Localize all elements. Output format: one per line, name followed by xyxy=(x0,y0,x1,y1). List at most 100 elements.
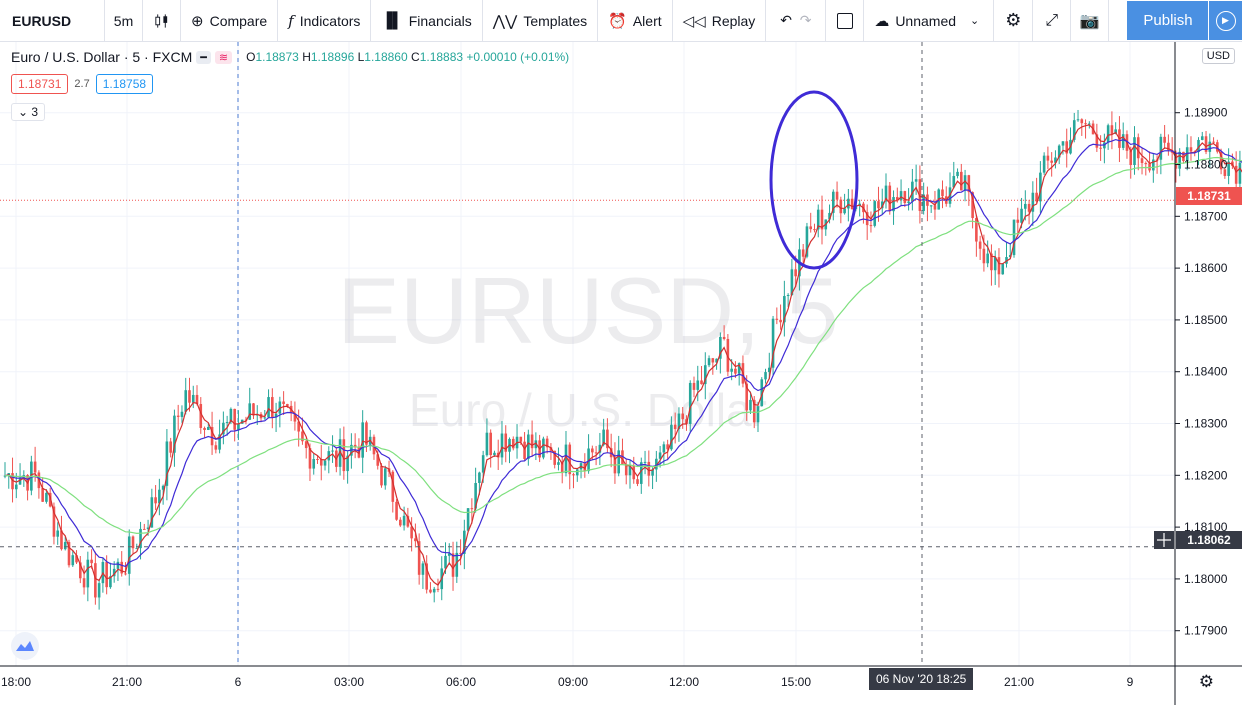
candle-body xyxy=(252,403,255,416)
candle-body xyxy=(169,441,172,453)
candle-body xyxy=(312,459,316,469)
candle-body xyxy=(481,455,485,473)
candle-body xyxy=(745,383,749,411)
candle-body xyxy=(692,382,696,390)
candle-body xyxy=(843,208,846,214)
candle-body xyxy=(436,588,440,590)
bid-button[interactable]: 1.18731 xyxy=(11,74,69,94)
candle-body xyxy=(222,422,225,435)
redo-icon[interactable]: ↷ xyxy=(799,12,812,28)
y-tick-label: 1.18900 xyxy=(1184,106,1228,120)
compare-button[interactable]: ⊕ Compare xyxy=(181,0,279,41)
crosshair-price-label: 1.18062 xyxy=(1176,531,1242,549)
candle-body xyxy=(892,197,895,212)
symbol-search-button[interactable]: EURUSD xyxy=(0,0,105,41)
y-tick-label: 1.18000 xyxy=(1184,572,1228,586)
candle-body xyxy=(105,561,108,588)
candle-body xyxy=(899,191,903,201)
financials-button[interactable]: ▐▌ Financials xyxy=(371,0,483,41)
candle-body xyxy=(990,253,993,271)
candle-body xyxy=(1204,136,1208,152)
candle-body xyxy=(1016,219,1020,223)
candle-body xyxy=(933,205,937,210)
crosshair-time-label: 06 Nov '20 18:25 xyxy=(869,668,974,690)
indicators-toggle[interactable]: ⌄ 3 xyxy=(11,103,46,121)
candle-body xyxy=(662,444,666,453)
chart-options-icon[interactable]: ≋ xyxy=(214,50,233,64)
currency-label[interactable]: USD xyxy=(1201,48,1235,64)
play-button[interactable]: ▶ xyxy=(1208,1,1242,40)
candle-body xyxy=(376,454,380,466)
settings-button[interactable]: ⚙ xyxy=(994,0,1034,41)
candle-body xyxy=(14,484,18,490)
candle-body xyxy=(1148,163,1151,171)
candle-body xyxy=(749,399,752,411)
indicators-button[interactable]: f Indicators xyxy=(278,0,372,41)
candle-body xyxy=(41,488,44,502)
replay-button[interactable]: ◁◁ Replay xyxy=(673,0,767,41)
candle-body xyxy=(71,555,75,566)
fullscreen-button[interactable]: ⤢ xyxy=(1033,0,1072,41)
candle-body xyxy=(161,485,165,490)
candle-body xyxy=(97,583,101,598)
candle-body xyxy=(158,489,161,504)
candle-body xyxy=(1065,141,1069,154)
tradingview-logo[interactable] xyxy=(11,632,39,660)
candle-body xyxy=(417,541,421,575)
candle-body xyxy=(470,508,474,510)
candle-body xyxy=(929,205,933,207)
replay-label: Replay xyxy=(711,12,756,29)
candle-body xyxy=(504,433,508,452)
candle-body xyxy=(52,506,56,537)
candle-body xyxy=(346,455,349,472)
y-tick-label: 1.18700 xyxy=(1184,209,1228,223)
templates-button[interactable]: ⋀⋁ Templates xyxy=(483,0,599,41)
candle-body xyxy=(180,411,184,417)
candle-body xyxy=(425,563,428,590)
candle-body xyxy=(1200,136,1204,140)
interval-button[interactable]: 5m xyxy=(105,0,143,41)
axis-settings-icon[interactable]: ⚙ xyxy=(1198,672,1214,691)
chart-style-button[interactable] xyxy=(143,0,181,41)
candle-body xyxy=(444,555,447,569)
candle-body xyxy=(670,424,673,450)
hide-legend-icon[interactable]: ━ xyxy=(196,50,211,64)
compare-label: Compare xyxy=(209,12,268,29)
candle-body xyxy=(391,471,395,502)
x-tick-label: 09:00 xyxy=(558,675,588,689)
layout-menu-button[interactable]: ☁ Unnamed ⌄ xyxy=(864,0,995,41)
candle-body xyxy=(406,515,410,527)
candle-body xyxy=(756,406,760,423)
candle-body xyxy=(666,444,669,450)
candle-body xyxy=(1035,192,1038,202)
candle-body xyxy=(414,538,417,542)
candle-body xyxy=(1046,155,1050,161)
candle-body xyxy=(564,444,568,474)
candle-body xyxy=(1212,141,1215,143)
alert-button[interactable]: ⏰ Alert xyxy=(598,0,673,41)
ask-button[interactable]: 1.18758 xyxy=(95,74,154,94)
undo-icon[interactable]: ↶ xyxy=(780,12,792,28)
candle-body xyxy=(1140,158,1144,164)
chart-overlay xyxy=(0,42,1175,666)
candle-body xyxy=(1129,150,1133,165)
candle-body xyxy=(700,380,703,385)
candle-body xyxy=(301,431,304,442)
fullscreen-layout-button[interactable] xyxy=(826,0,865,41)
low-label: L xyxy=(357,50,365,64)
candle-body xyxy=(478,472,481,483)
layout-name: Unnamed xyxy=(895,12,957,29)
candle-body xyxy=(1227,161,1230,176)
publish-button[interactable]: Publish xyxy=(1127,1,1209,40)
candle-body xyxy=(1072,120,1076,140)
candle-body xyxy=(286,404,289,406)
candle-body xyxy=(1189,147,1193,152)
candle-body xyxy=(651,469,654,476)
candle-body xyxy=(1050,160,1053,163)
watermark-symbol: EURUSD, 5 xyxy=(337,258,838,363)
candle-body xyxy=(771,318,775,368)
snapshot-button[interactable]: 📷 xyxy=(1071,0,1110,41)
candle-body xyxy=(636,479,639,484)
candle-body xyxy=(832,191,835,213)
